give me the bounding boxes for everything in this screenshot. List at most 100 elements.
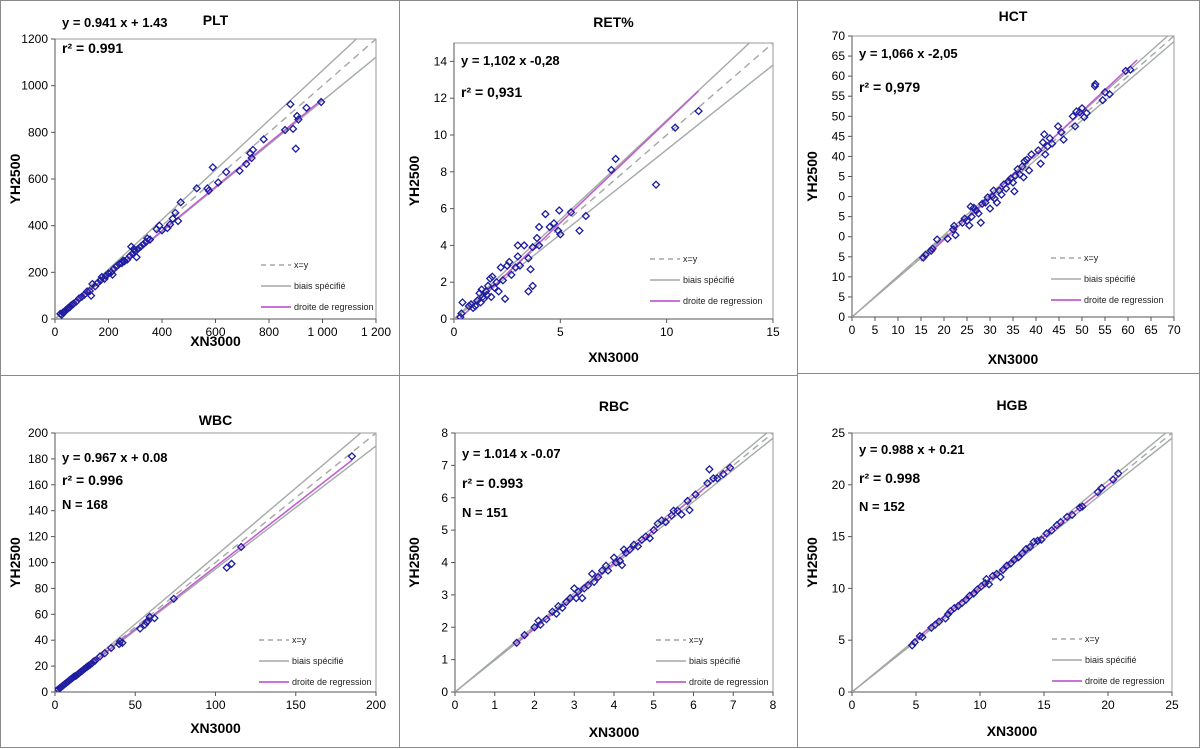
data-point	[989, 186, 998, 195]
y-tick-label: 40	[832, 149, 846, 163]
data-point	[670, 123, 680, 132]
data-point	[943, 609, 953, 619]
data-point	[90, 656, 100, 665]
x-axis-title: XN3000	[988, 351, 1039, 367]
plot-content	[454, 43, 773, 319]
data-point	[1091, 79, 1100, 89]
data-point	[468, 303, 478, 313]
data-point	[302, 103, 311, 113]
x-tick-label: 2	[531, 698, 538, 712]
data-point	[683, 496, 692, 506]
legend: x=y biais spécifié droite de regression	[259, 635, 372, 687]
data-point	[496, 263, 506, 272]
data-point	[208, 163, 218, 172]
chart-rbc: RBC 0 1 2 3 4 5 6 7 8 0 1 2 3 4 5 6 7 8 XN3000 YH2500 y = 1.0…	[406, 398, 777, 740]
data-point	[487, 272, 497, 281]
data-point	[607, 165, 616, 175]
identity-line	[455, 433, 773, 692]
data-point	[526, 265, 535, 274]
x-tick-label: 20	[1101, 698, 1115, 712]
x-tick-label: 40	[1029, 323, 1043, 337]
y-tick-label: 1	[441, 653, 448, 667]
x-tick-label: 0	[849, 323, 856, 337]
data-point	[288, 124, 298, 134]
data-point	[649, 525, 659, 535]
x-tick-label: 15	[1037, 698, 1051, 712]
data-point	[573, 587, 583, 596]
legend: x=y biais spécifié droite de regression	[261, 260, 374, 312]
data-point	[247, 153, 256, 163]
x-tick-label: 3	[571, 698, 578, 712]
data-point	[106, 643, 116, 653]
x-tick-label: 50	[129, 698, 143, 712]
data-point	[1047, 139, 1057, 148]
data-point	[703, 478, 712, 488]
y-tick-label: 800	[28, 125, 48, 139]
data-point	[673, 506, 682, 516]
data-point	[961, 595, 971, 605]
data-point	[593, 572, 603, 582]
x-tick-label: 200	[98, 325, 118, 339]
bias-upper-line	[55, 433, 362, 692]
data-point	[213, 178, 223, 187]
panel-hgb: HGB 0 5 10 15 20 25 0 5 10 15 20 25 XN3000 YH2500 y = 0…	[797, 373, 1200, 748]
data-point	[165, 220, 175, 229]
data-point	[1068, 111, 1078, 121]
r-squared: r² = 0.998	[859, 470, 920, 486]
regression-equation: y = 0.988 x + 0.21	[859, 442, 965, 457]
data-point	[556, 230, 565, 239]
y-tick-label: 1200	[21, 32, 48, 46]
y-tick-label: 0	[440, 312, 447, 326]
y-tick-label: 80	[35, 581, 49, 595]
bias-lower-line	[852, 437, 1172, 692]
identity-line	[852, 36, 1174, 317]
data-point	[519, 241, 529, 250]
data-point	[55, 686, 61, 692]
data-point	[534, 222, 544, 232]
data-point	[464, 301, 474, 311]
data-point	[203, 184, 212, 193]
data-point	[494, 287, 503, 296]
x-tick-label: 65	[1144, 323, 1158, 337]
data-point	[1008, 178, 1018, 187]
data-point	[470, 301, 480, 311]
regression-line	[55, 459, 353, 692]
data-point	[112, 262, 121, 271]
legend-identity-label: x=y	[292, 635, 307, 645]
data-point	[1105, 89, 1114, 99]
data-point	[100, 648, 110, 658]
y-tick-label: 200	[28, 265, 48, 279]
data-point	[932, 235, 942, 244]
data-point	[561, 597, 571, 607]
bias-upper-line	[454, 43, 751, 319]
data-point	[581, 211, 591, 221]
y-tick-label: 200	[28, 426, 48, 440]
data-point	[173, 216, 183, 226]
y-axis-title: YH2500	[406, 537, 422, 588]
y-tick-label: 0	[838, 310, 845, 324]
data-point	[136, 242, 145, 251]
legend-bias-label: biais spécifié	[292, 656, 344, 666]
data-point	[528, 281, 538, 291]
data-point	[236, 542, 246, 552]
y-axis-title: YH2500	[7, 153, 23, 204]
data-point	[725, 463, 735, 472]
data-point	[571, 593, 581, 603]
data-point	[466, 299, 476, 309]
regression-equation: y = 1,066 x -2,05	[859, 46, 958, 61]
data-point	[548, 607, 557, 617]
data-point	[926, 246, 936, 256]
chart-plt: PLT 0 200 400 600 800 1 000 1 200 0 200 400 600 800 1…	[7, 12, 391, 349]
data-point	[286, 100, 295, 109]
y-tick-label: 4	[440, 238, 447, 252]
bias-upper-line	[55, 39, 358, 319]
y-tick-label: 70	[832, 29, 846, 43]
data-point	[611, 154, 620, 164]
y-tick-label: 180	[28, 452, 48, 466]
data-point	[964, 221, 974, 230]
x-tick-label: 7	[730, 698, 737, 712]
y-tick-label: 4	[441, 556, 448, 570]
x-tick-label: 1 000	[307, 325, 337, 339]
x-tick-label: 6	[690, 698, 697, 712]
